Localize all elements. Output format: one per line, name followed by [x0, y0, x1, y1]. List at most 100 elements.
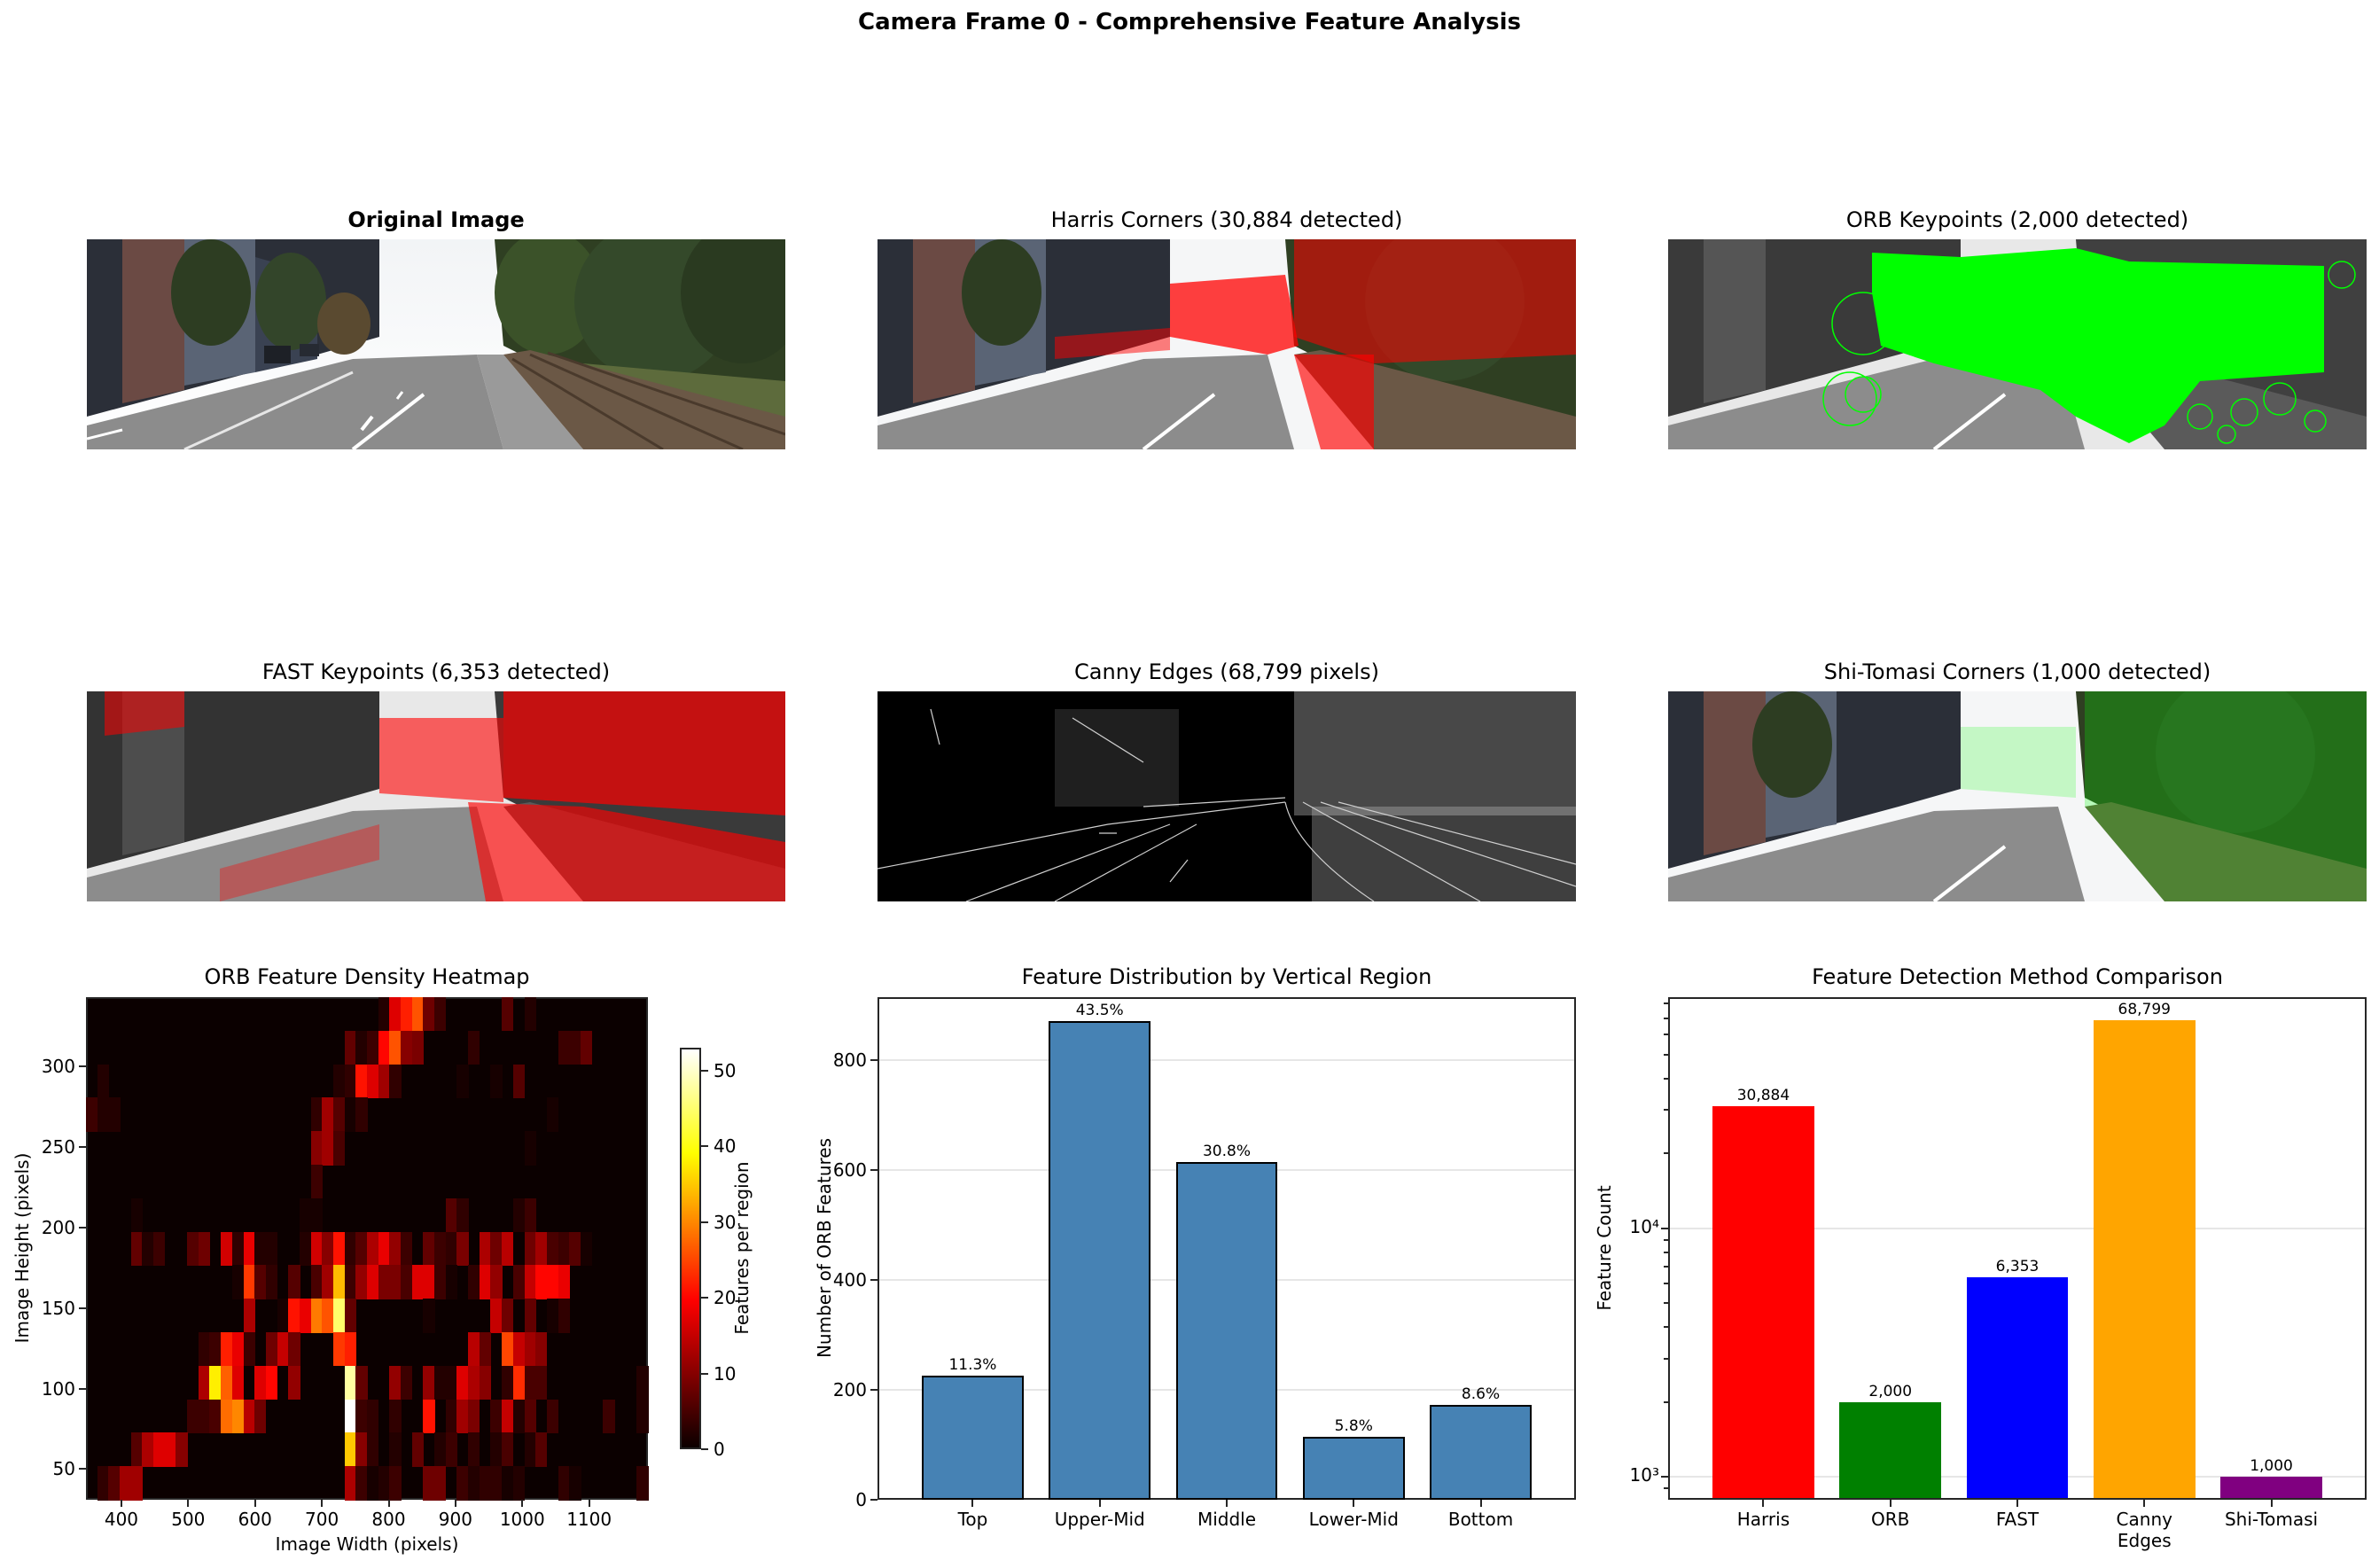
heatmap-cell: [277, 1332, 289, 1367]
method-chart-x-tick-label: Shi-Tomasi: [2224, 1509, 2319, 1530]
heatmap-cell: [479, 1332, 492, 1367]
heatmap-cell: [332, 1097, 346, 1132]
heatmap-cell: [344, 1030, 356, 1065]
heatmap-cell: [198, 1332, 211, 1367]
heatmap-cell: [355, 1097, 368, 1132]
region-chart-y-tick: [870, 1059, 878, 1062]
heatmap-cell: [401, 1030, 413, 1065]
heatmap-y-tick-label: 100: [41, 1377, 75, 1400]
heatmap-cell: [164, 1432, 177, 1467]
heatmap-cell: [524, 1231, 536, 1266]
heatmap-cell: [502, 1432, 514, 1467]
heatmap-cell: [512, 1332, 526, 1367]
colorbar-tick-label: 40: [714, 1135, 737, 1158]
image-shitomasi-corners: [1668, 691, 2367, 901]
heatmap-cell: [580, 1030, 593, 1065]
heatmap-cell: [423, 1299, 435, 1333]
region-bar: [1049, 1021, 1151, 1500]
region-chart-x-tick: [1479, 1500, 1482, 1507]
heatmap-cell: [636, 1365, 649, 1400]
heatmap-cell: [423, 997, 435, 1032]
heatmap-cell: [265, 1365, 278, 1400]
heatmap-cell: [512, 1399, 526, 1433]
heatmap-cell: [401, 1365, 413, 1400]
heatmap-cell: [468, 1466, 480, 1501]
heatmap-y-tick: [79, 1387, 86, 1390]
heatmap-cell: [187, 1231, 199, 1266]
region-bar-label: 11.3%: [948, 1355, 997, 1374]
heatmap-cell: [546, 1097, 559, 1132]
heatmap-cell: [231, 1265, 245, 1299]
heatmap-cell: [456, 1231, 469, 1266]
method-bar-label: 1,000: [2250, 1457, 2293, 1476]
heatmap-cell: [254, 1265, 267, 1299]
heatmap-cell: [558, 1265, 570, 1299]
heatmap-cell: [502, 1231, 514, 1266]
heatmap-cell: [355, 1231, 368, 1266]
heatmap-cell: [411, 997, 424, 1032]
heatmap-x-tick: [521, 1500, 524, 1507]
heatmap-cell: [231, 1399, 245, 1433]
heatmap-cell: [512, 1365, 526, 1400]
heatmap-y-tick-label: 150: [41, 1297, 75, 1319]
colorbar-tick-label: 20: [714, 1287, 737, 1309]
method-chart-minor-tick: [1664, 1266, 1668, 1268]
region-chart-y-tick: [870, 1499, 878, 1501]
heatmap-cell: [445, 1399, 458, 1433]
heatmap-cell: [389, 997, 402, 1032]
heatmap-cell: [434, 997, 447, 1032]
heatmap-cell: [389, 1432, 402, 1467]
heatmap-cell: [524, 1265, 536, 1299]
method-chart-x-tick: [2143, 1500, 2146, 1507]
colorbar-tick: [701, 1145, 708, 1148]
heatmap-cell: [502, 1466, 514, 1501]
heatmap-cell: [535, 1332, 548, 1367]
method-chart-minor-tick: [1664, 1034, 1668, 1036]
heatmap-cell: [434, 1432, 447, 1467]
heatmap-cell: [524, 1365, 536, 1400]
heatmap-x-tick-label: 500: [171, 1509, 206, 1530]
heatmap-cell: [569, 1030, 581, 1065]
street-scene-fast: [87, 691, 785, 901]
heatmap-cell: [468, 1365, 480, 1400]
heatmap-cell: [332, 1265, 346, 1299]
heatmap-cell: [355, 1030, 368, 1065]
heatmap-cell: [423, 1265, 435, 1299]
heatmap-cell: [456, 1365, 469, 1400]
heatmap-cell: [322, 1097, 334, 1132]
heatmap-y-tick: [79, 1226, 86, 1229]
method-chart-x-tick: [1889, 1500, 1892, 1507]
method-chart-y-tick: [1661, 1227, 1668, 1229]
method-chart-x-tick: [2270, 1500, 2273, 1507]
region-chart-x-tick-label: Lower-Mid: [1308, 1509, 1399, 1530]
method-bar: [1839, 1401, 1942, 1498]
heatmap-y-tick: [79, 1307, 86, 1309]
region-chart-y-tick-label: 800: [832, 1049, 867, 1072]
heatmap-cell: [265, 1332, 278, 1367]
heatmap-y-tick-label: 250: [41, 1136, 75, 1158]
region-chart-x-tick: [1098, 1500, 1101, 1507]
heatmap-cell: [479, 1466, 492, 1501]
heatmap-cell: [344, 1231, 356, 1266]
heatmap-cell: [231, 1365, 245, 1400]
heatmap-cell: [344, 1432, 356, 1467]
heatmap-cell: [187, 1399, 199, 1433]
heatmap-cell: [254, 1365, 267, 1400]
method-bar-label: 30,884: [1736, 1087, 1790, 1105]
heatmap-cell: [322, 1265, 334, 1299]
heatmap-x-tick-label: 900: [438, 1509, 472, 1530]
method-chart-y-axis-label: Feature Count: [1594, 1185, 1615, 1311]
heatmap-cell: [445, 1197, 458, 1233]
heatmap-x-tick: [254, 1500, 256, 1507]
method-chart-minor-tick: [1664, 1108, 1668, 1111]
heatmap-cell: [378, 1064, 390, 1098]
panel-title-shitomasi: Shi-Tomasi Corners (1,000 detected): [1823, 659, 2211, 684]
region-chart-y-tick-label: 0: [855, 1489, 867, 1510]
heatmap-cell: [411, 1265, 424, 1299]
street-scene-shitomasi: [1668, 691, 2367, 901]
heatmap-cell: [243, 1231, 255, 1266]
heatmap-x-tick-label: 400: [104, 1509, 139, 1530]
heatmap-cell: [502, 1365, 514, 1400]
heatmap-x-tick-label: 700: [305, 1509, 339, 1530]
heatmap-cell: [97, 1097, 109, 1132]
